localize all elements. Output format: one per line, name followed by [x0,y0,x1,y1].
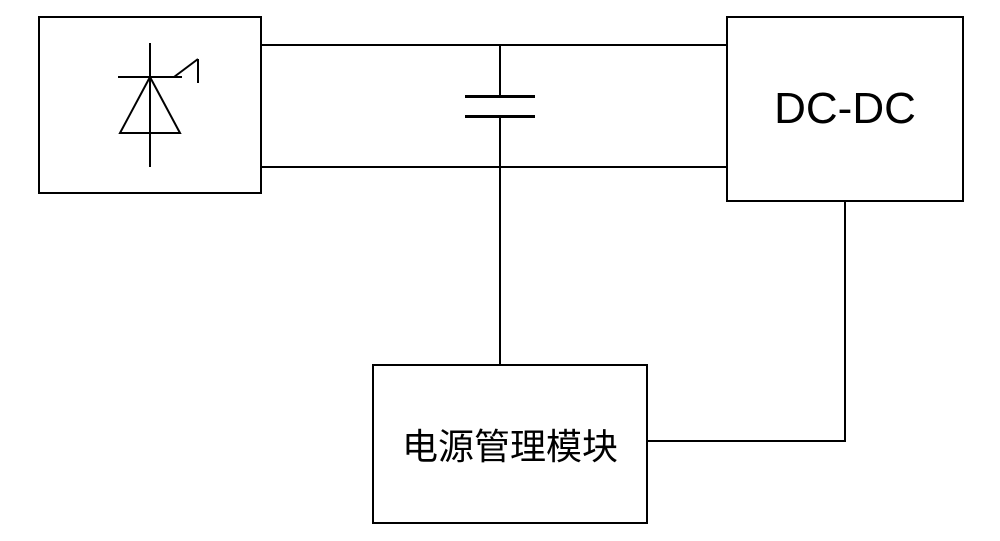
wire-cap-to-pm [499,166,501,364]
wire-bot-rect-to-cap [262,166,500,168]
wire-cap-bot-stub [499,118,501,168]
capacitor-top-plate [465,95,535,98]
wire-top-rect-to-cap [262,44,500,46]
rectifier-block [38,16,262,194]
power-management-block: 电源管理模块 [372,364,648,524]
wire-top-cap-to-dcdc [500,44,726,46]
wire-bot-cap-to-dcdc [500,166,726,168]
thyristor-icon [90,35,210,175]
power-management-label: 电源管理模块 [402,418,618,470]
wire-dcdc-down [844,202,846,442]
dcdc-label: DC-DC [774,84,916,134]
wire-cap-top-stub [499,44,501,95]
dcdc-block: DC-DC [726,16,964,202]
wire-dcdc-to-pm [648,440,846,442]
